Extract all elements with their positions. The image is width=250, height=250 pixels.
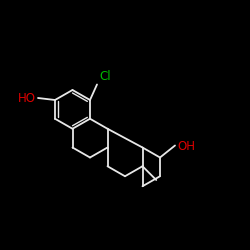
Text: Cl: Cl: [100, 70, 111, 82]
Text: OH: OH: [178, 140, 196, 153]
Text: HO: HO: [18, 92, 36, 104]
